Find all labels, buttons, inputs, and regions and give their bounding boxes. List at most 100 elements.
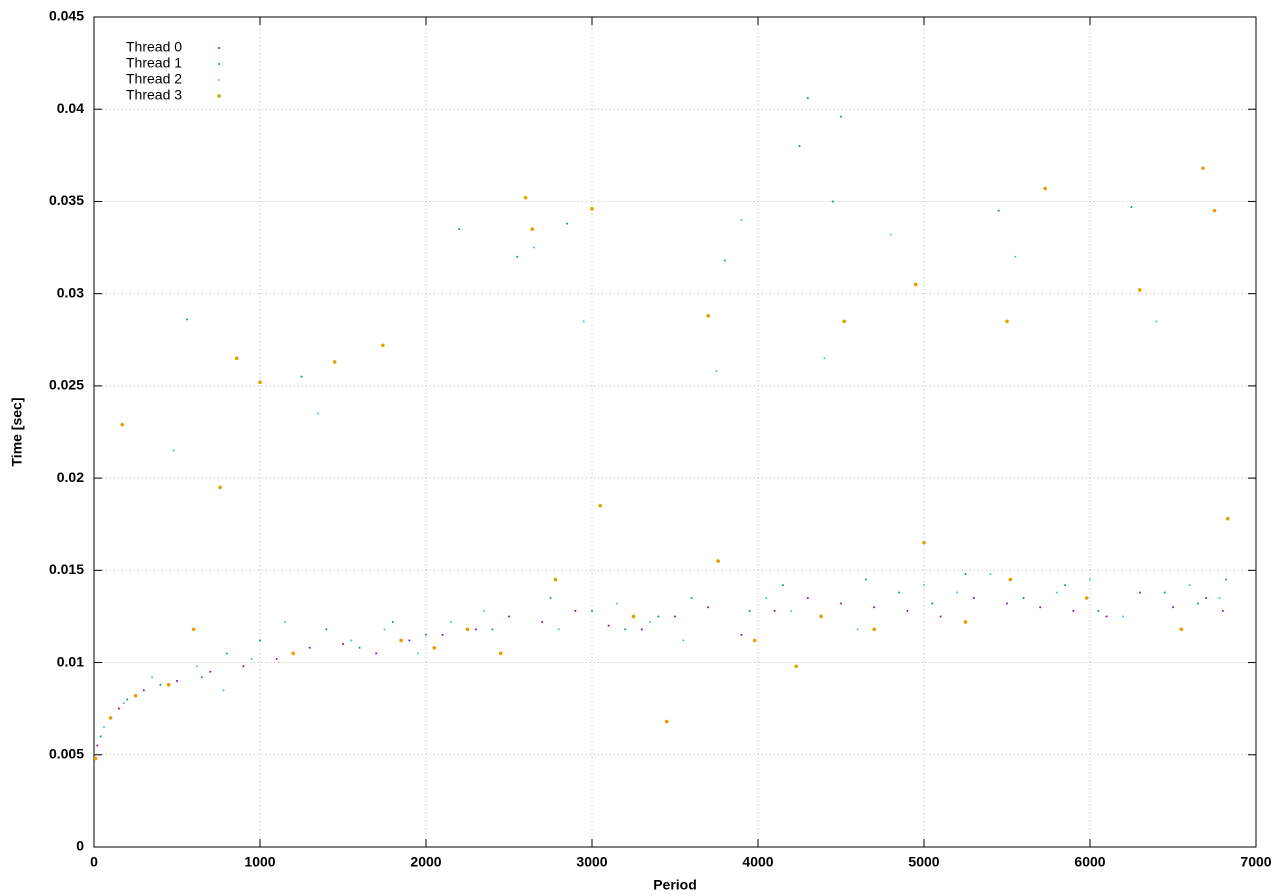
point xyxy=(798,145,801,148)
point xyxy=(964,573,967,576)
point xyxy=(840,115,842,118)
legend-label: Thread 0 xyxy=(126,39,182,55)
point xyxy=(151,676,154,679)
y-tick-label: 0.035 xyxy=(49,192,84,208)
point xyxy=(706,314,710,318)
point xyxy=(740,218,743,221)
point xyxy=(1130,205,1133,208)
point xyxy=(449,620,452,623)
point xyxy=(332,360,337,364)
point xyxy=(142,689,145,692)
point xyxy=(117,707,120,710)
point xyxy=(176,680,178,682)
legend-marker xyxy=(217,94,221,98)
point xyxy=(308,646,311,649)
point xyxy=(108,716,113,720)
x-tick-label: 2000 xyxy=(410,854,441,870)
point xyxy=(166,682,171,687)
y-tick-label: 0.005 xyxy=(49,745,84,761)
point xyxy=(1014,255,1017,258)
point xyxy=(218,485,222,490)
point xyxy=(664,719,669,724)
point xyxy=(1205,597,1208,599)
point xyxy=(325,628,328,631)
point xyxy=(425,633,427,636)
point xyxy=(997,209,1000,212)
point xyxy=(582,320,585,323)
point xyxy=(707,606,710,609)
point xyxy=(842,319,847,324)
point xyxy=(1212,208,1217,213)
point xyxy=(317,412,320,415)
point xyxy=(674,615,676,618)
y-tick-label: 0.04 xyxy=(57,100,84,116)
point xyxy=(381,343,385,348)
point xyxy=(748,609,751,612)
point xyxy=(532,246,535,249)
point xyxy=(432,646,437,650)
point xyxy=(375,652,378,655)
point xyxy=(752,638,757,643)
point xyxy=(258,380,262,385)
point xyxy=(872,627,876,632)
point xyxy=(931,602,934,605)
x-tick-label: 7000 xyxy=(1240,854,1271,870)
point xyxy=(794,664,798,669)
point xyxy=(615,602,618,605)
point xyxy=(624,628,627,631)
point xyxy=(185,318,188,321)
y-tick-label: 0.03 xyxy=(57,284,84,300)
point xyxy=(1155,320,1158,323)
point xyxy=(806,97,809,100)
point xyxy=(1221,609,1224,612)
point xyxy=(773,609,776,612)
point xyxy=(723,259,726,262)
point xyxy=(1008,577,1013,582)
point xyxy=(200,676,203,679)
point xyxy=(1089,578,1091,581)
point xyxy=(790,609,793,612)
point xyxy=(649,620,652,623)
point xyxy=(1005,319,1009,324)
point xyxy=(923,584,925,587)
point xyxy=(806,597,809,599)
point xyxy=(1225,516,1230,521)
x-tick-label: 6000 xyxy=(1074,854,1105,870)
point xyxy=(557,628,560,631)
point xyxy=(553,577,558,582)
point xyxy=(491,628,494,631)
point xyxy=(283,620,286,623)
x-axis-title: Period xyxy=(653,877,697,893)
y-tick-label: 0.025 xyxy=(49,377,84,393)
point xyxy=(465,627,470,632)
point xyxy=(1097,609,1100,612)
point xyxy=(591,609,593,612)
point xyxy=(1196,602,1199,605)
plot-frame xyxy=(93,16,1257,848)
point xyxy=(530,227,535,231)
point xyxy=(96,744,99,747)
point xyxy=(483,609,486,612)
legend-label: Thread 1 xyxy=(126,55,182,71)
point xyxy=(819,614,823,619)
point xyxy=(122,702,125,705)
point xyxy=(889,233,892,236)
point xyxy=(225,652,228,655)
point xyxy=(1218,597,1221,599)
point xyxy=(416,652,419,655)
x-tick-label: 4000 xyxy=(742,854,773,870)
point xyxy=(195,665,198,668)
point xyxy=(1172,606,1174,609)
y-tick-label: 0.045 xyxy=(49,8,84,24)
legend-label: Thread 3 xyxy=(126,87,182,103)
point xyxy=(358,646,361,649)
point xyxy=(574,609,577,612)
point xyxy=(291,651,296,656)
point xyxy=(508,615,510,618)
point xyxy=(159,683,162,686)
point xyxy=(516,255,519,258)
point xyxy=(1055,591,1058,594)
point xyxy=(458,228,461,231)
point xyxy=(856,628,859,631)
